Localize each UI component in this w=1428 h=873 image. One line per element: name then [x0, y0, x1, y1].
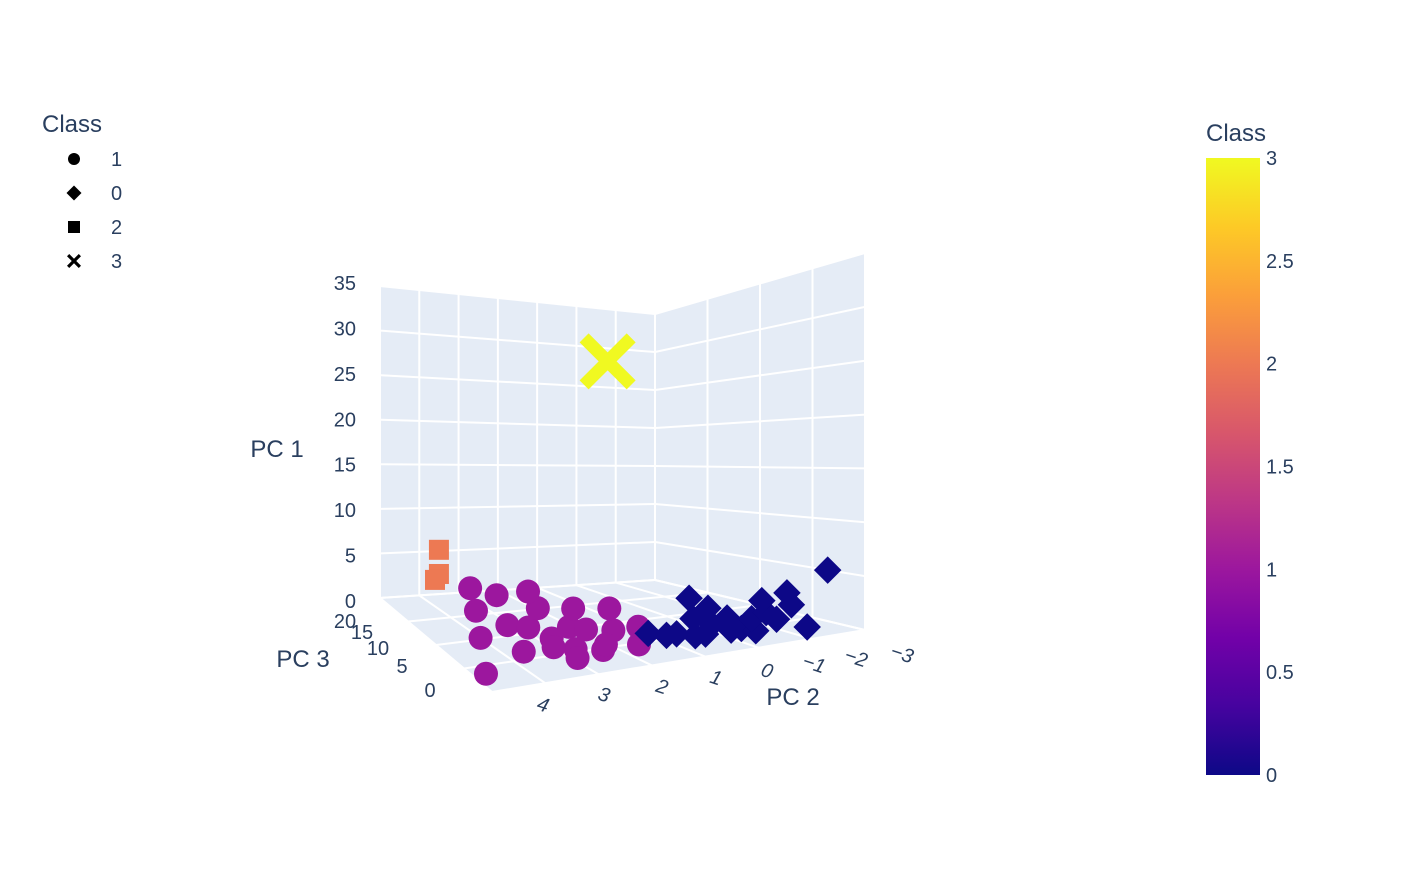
x-tick-label: 0 [758, 659, 775, 683]
z-tick-label: 20 [334, 409, 356, 431]
data-point-class-1 [516, 579, 541, 604]
x-tick-label: 3 [595, 683, 612, 707]
data-point-class-1 [593, 632, 618, 657]
y-tick-label: 5 [396, 656, 407, 678]
colorbar-tick-label: 0 [1266, 765, 1277, 787]
grid-line [654, 413, 866, 429]
x-tick-label: −2 [842, 644, 870, 672]
data-point-class-1 [597, 596, 622, 621]
data-point-class-1 [473, 661, 498, 686]
y-tick-label: 20 [334, 611, 356, 633]
data-point-class-1 [574, 617, 599, 642]
z-tick-label: 15 [334, 455, 356, 477]
z-tick-label: 35 [334, 273, 356, 295]
grid-line [379, 374, 656, 391]
grid-line [379, 463, 656, 467]
x-axis-title: PC 2 [766, 684, 819, 711]
colorbar-tick-label: 0.5 [1266, 662, 1294, 684]
z-tick-label: 0 [345, 591, 356, 613]
colorbar-tick-label: 1.5 [1266, 457, 1294, 479]
legend-items: 1 0 2 3 [66, 149, 122, 273]
x-tick-label: 4 [534, 693, 551, 717]
data-point-class-1 [511, 639, 536, 664]
data-point-class-1 [565, 646, 590, 671]
data-point-class-0 [662, 620, 691, 648]
y-axis-title: PC 3 [276, 646, 329, 673]
y-tick-label: 10 [367, 638, 389, 660]
data-point-class-0 [675, 584, 703, 613]
data-point-class-0 [762, 605, 791, 633]
legend-symbol-square-icon [68, 221, 80, 233]
x-tick-label: −1 [800, 650, 828, 678]
colorbar-ticks: 0 0.5 1 1.5 2 2.5 3 [1266, 148, 1294, 787]
grid-line [379, 285, 656, 315]
data-point-class-0 [748, 586, 776, 615]
data-point-class-0 [694, 594, 722, 622]
x-tick-label: −3 [888, 640, 916, 668]
data-point-class-2 [425, 569, 445, 590]
grid-line [379, 418, 656, 429]
grid-line [654, 465, 866, 470]
z-axis-title: PC 1 [250, 436, 303, 463]
grid-line [654, 359, 866, 391]
colorbar-gradient [1206, 158, 1260, 775]
colorbar-tick-label: 2 [1266, 354, 1277, 376]
data-point-class-1 [516, 615, 541, 640]
colorbar-title: Class [1206, 120, 1266, 147]
data-point-class-1 [468, 625, 493, 650]
grid-line [654, 503, 866, 524]
legend-item-label: 2 [111, 217, 122, 239]
legend-item-label: 0 [111, 183, 122, 205]
colorbar: Class 0 0.5 1 1.5 2 2.5 3 [1206, 120, 1294, 787]
z-tick-label: 30 [334, 318, 356, 340]
legend-item-label: 1 [111, 149, 122, 171]
z-tick-label: 25 [334, 364, 356, 386]
data-point-class-1 [561, 596, 586, 621]
y-tick-label: 15 [351, 622, 373, 644]
grid-line [654, 252, 866, 315]
legend-symbol-circle-icon [68, 153, 80, 165]
data-point-class-0 [793, 613, 821, 641]
legend-symbol-diamond-icon [66, 185, 82, 201]
data-point-class-1 [458, 576, 483, 601]
data-point-class-1 [495, 613, 520, 638]
grid-line [654, 305, 866, 353]
z-tick-label: 5 [345, 546, 356, 568]
data-point-class-3 [579, 333, 636, 390]
grid-line [491, 629, 866, 693]
legend: Class 1 0 2 3 [42, 111, 122, 273]
legend-title: Class [42, 111, 102, 138]
grid-line [379, 541, 656, 555]
data-point-class-1 [541, 635, 566, 660]
data-point-class-1 [484, 583, 509, 608]
data-point-class-0 [773, 579, 801, 607]
grid-line [379, 329, 656, 353]
x-tick-label: 1 [707, 666, 724, 690]
back-wall-left [380, 286, 655, 598]
data-markers [425, 333, 842, 686]
y-tick-label: 0 [424, 680, 435, 702]
grid-line [379, 503, 656, 510]
grid-line [407, 591, 708, 623]
x-tick-label: 2 [652, 675, 670, 700]
colorbar-tick-label: 3 [1266, 148, 1277, 170]
legend-symbol-x-icon [67, 254, 81, 268]
data-point-class-0 [713, 604, 741, 632]
colorbar-tick-label: 2.5 [1266, 251, 1294, 273]
data-point-class-1 [463, 598, 488, 623]
data-point-class-0 [634, 619, 662, 648]
legend-item-label: 3 [111, 251, 122, 273]
z-tick-label: 10 [334, 500, 356, 522]
colorbar-tick-label: 1 [1266, 559, 1277, 581]
data-point-class-2 [428, 539, 449, 560]
data-point-class-0 [813, 556, 842, 584]
